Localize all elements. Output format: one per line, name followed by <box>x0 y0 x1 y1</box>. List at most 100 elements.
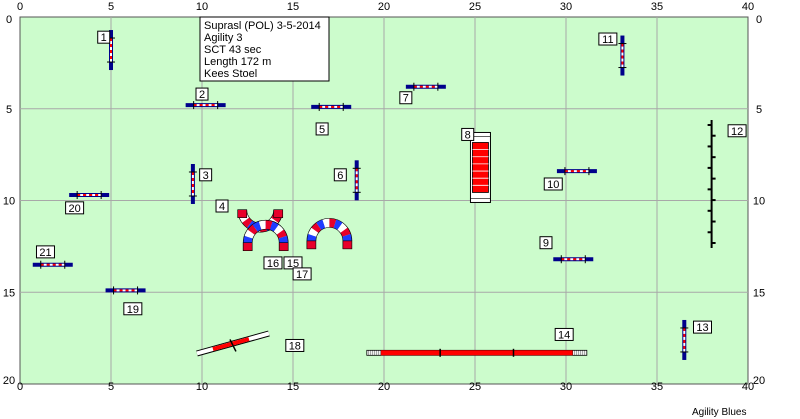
x-tick-label: 25 <box>469 1 481 13</box>
obstacle-wall <box>469 131 491 203</box>
obstacle-jump <box>188 163 197 204</box>
y-tick-label: 0 <box>756 14 762 26</box>
obstacle-number-12: 12 <box>727 124 747 138</box>
obstacle-number-21: 21 <box>35 245 55 259</box>
x-tick-label: 5 <box>108 381 114 393</box>
obstacle-number-14: 14 <box>554 327 574 341</box>
svg-text:17: 17 <box>296 269 308 281</box>
obstacle-jump <box>556 167 597 176</box>
svg-text:21: 21 <box>39 247 51 259</box>
x-tick-label: 30 <box>560 1 572 13</box>
y-tick-label: 20 <box>3 375 15 387</box>
obstacle-number-5: 5 <box>315 122 329 136</box>
y-tick-label: 15 <box>3 287 15 299</box>
obstacle-number-20: 20 <box>65 201 85 215</box>
x-tick-label: 0 <box>17 381 23 393</box>
x-tick-label: 40 <box>742 381 754 393</box>
y-tick-label: 5 <box>756 104 762 116</box>
svg-text:9: 9 <box>543 238 549 250</box>
course-judge: Kees Stoel <box>204 68 257 80</box>
svg-text:14: 14 <box>558 329 570 341</box>
obstacle-jump <box>32 260 73 269</box>
obstacle-number-19: 19 <box>123 302 143 316</box>
x-tick-label: 10 <box>196 1 208 13</box>
x-tick-label: 30 <box>560 381 572 393</box>
svg-text:19: 19 <box>127 304 139 316</box>
svg-text:1: 1 <box>101 32 107 44</box>
x-tick-label: 10 <box>196 381 208 393</box>
obstacle-number-7: 7 <box>399 91 413 105</box>
obstacle-tunnel <box>306 218 353 250</box>
svg-text:7: 7 <box>403 93 409 105</box>
x-tick-label: 15 <box>287 381 299 393</box>
svg-text:2: 2 <box>199 89 205 101</box>
obstacle-tunnel <box>242 219 289 252</box>
x-tick-label: 0 <box>17 1 23 13</box>
x-tick-label: 20 <box>378 381 390 393</box>
course-sct: SCT 43 sec <box>204 44 262 56</box>
obstacle-jump <box>553 255 594 264</box>
svg-text:3: 3 <box>203 170 209 182</box>
obstacle-number-2: 2 <box>195 87 209 101</box>
svg-text:20: 20 <box>68 203 80 215</box>
svg-text:18: 18 <box>289 340 301 352</box>
obstacle-number-8: 8 <box>461 127 475 141</box>
y-tick-label: 5 <box>6 104 12 116</box>
y-tick-label: 10 <box>3 196 15 208</box>
obstacle-number-1: 1 <box>97 30 111 44</box>
x-tick-label: 35 <box>651 1 663 13</box>
obstacle-number-18: 18 <box>285 338 305 352</box>
obstacle-jump <box>618 35 627 76</box>
obstacle-jump <box>69 190 110 199</box>
obstacle-jump <box>311 102 352 111</box>
obstacle-dogwalk <box>366 348 588 357</box>
footer-brand: Agility Blues <box>692 407 746 418</box>
svg-text:15: 15 <box>287 258 299 270</box>
y-tick-label: 20 <box>753 375 765 387</box>
svg-text:6: 6 <box>337 170 343 182</box>
obstacle-seesaw <box>196 330 270 357</box>
obstacle-number-4: 4 <box>215 199 229 213</box>
obstacles <box>32 30 716 360</box>
course-length: Length 172 m <box>204 56 271 68</box>
obstacle-weave <box>707 119 716 248</box>
svg-text:4: 4 <box>219 201 225 213</box>
obstacle-number-11: 11 <box>598 32 618 46</box>
obstacle-jump <box>185 101 226 110</box>
svg-text:8: 8 <box>465 129 471 141</box>
svg-text:10: 10 <box>547 179 559 191</box>
svg-text:5: 5 <box>319 124 325 136</box>
x-tick-label: 20 <box>378 1 390 13</box>
y-tick-label: 10 <box>753 196 765 208</box>
obstacle-number-3: 3 <box>199 168 213 182</box>
obstacle-number-17: 17 <box>292 267 312 281</box>
x-tick-label: 15 <box>287 1 299 13</box>
obstacle-jump <box>105 286 146 295</box>
y-tick-label: 15 <box>753 287 765 299</box>
svg-text:16: 16 <box>267 258 279 270</box>
obstacle-number-6: 6 <box>333 168 347 182</box>
x-tick-label: 25 <box>469 381 481 393</box>
svg-text:13: 13 <box>696 322 708 334</box>
course-info-box: Suprasl (POL) 3-5-2014 Agility 3 SCT 43 … <box>199 16 330 82</box>
x-tick-label: 40 <box>742 1 754 13</box>
obstacle-number-9: 9 <box>539 236 553 250</box>
course-class: Agility 3 <box>204 32 243 44</box>
obstacle-jump <box>680 319 689 360</box>
course-title: Suprasl (POL) 3-5-2014 <box>204 20 321 32</box>
svg-text:12: 12 <box>731 126 743 138</box>
obstacle-jump <box>107 30 115 71</box>
obstacle-number-13: 13 <box>693 320 712 334</box>
obstacle-jump <box>352 160 361 201</box>
obstacle-number-10: 10 <box>543 177 563 191</box>
x-tick-label: 5 <box>108 1 114 13</box>
x-tick-label: 35 <box>651 381 663 393</box>
y-tick-label: 0 <box>6 14 12 26</box>
obstacle-number-16: 16 <box>263 256 283 270</box>
svg-text:11: 11 <box>602 34 613 46</box>
obstacle-jump <box>405 82 446 91</box>
